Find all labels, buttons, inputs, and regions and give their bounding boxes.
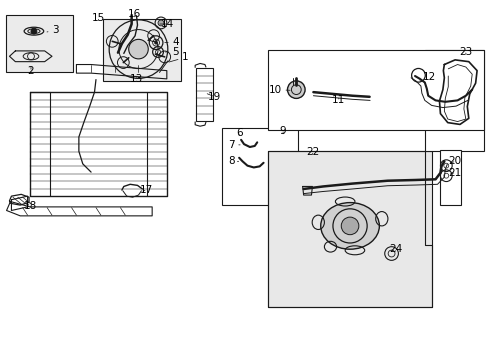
- Circle shape: [155, 41, 158, 44]
- Circle shape: [129, 39, 148, 59]
- Ellipse shape: [321, 203, 379, 249]
- Text: 11: 11: [332, 95, 345, 105]
- Text: 9: 9: [280, 126, 287, 135]
- Text: 12: 12: [420, 72, 436, 82]
- Text: 7: 7: [228, 140, 240, 150]
- Text: 5: 5: [165, 47, 179, 57]
- Bar: [441, 149, 461, 205]
- Bar: [221, 128, 298, 205]
- Text: 17: 17: [140, 185, 153, 195]
- Circle shape: [288, 81, 305, 98]
- Bar: [269, 150, 432, 307]
- Circle shape: [31, 28, 37, 34]
- Bar: [269, 50, 485, 130]
- Circle shape: [158, 20, 164, 26]
- Text: 13: 13: [130, 74, 143, 84]
- Bar: [425, 50, 485, 151]
- Text: 24: 24: [389, 244, 402, 254]
- Text: 16: 16: [128, 9, 141, 19]
- Text: 2: 2: [27, 66, 34, 76]
- Text: 18: 18: [24, 201, 37, 211]
- Bar: [196, 68, 213, 121]
- Text: 22: 22: [306, 147, 319, 157]
- Text: 23: 23: [459, 46, 472, 57]
- Text: 19: 19: [207, 92, 221, 102]
- Text: 21: 21: [448, 168, 462, 178]
- Text: 8: 8: [228, 156, 239, 166]
- Text: 4: 4: [165, 37, 179, 47]
- Text: 3: 3: [47, 25, 59, 35]
- Text: 20: 20: [448, 156, 462, 166]
- Text: 15: 15: [92, 13, 105, 23]
- Text: 10: 10: [269, 85, 290, 95]
- Text: 6: 6: [236, 128, 243, 138]
- Bar: [103, 19, 180, 81]
- Circle shape: [341, 217, 359, 235]
- Text: 1: 1: [169, 52, 189, 62]
- Text: 14: 14: [160, 19, 174, 29]
- Bar: [5, 15, 73, 72]
